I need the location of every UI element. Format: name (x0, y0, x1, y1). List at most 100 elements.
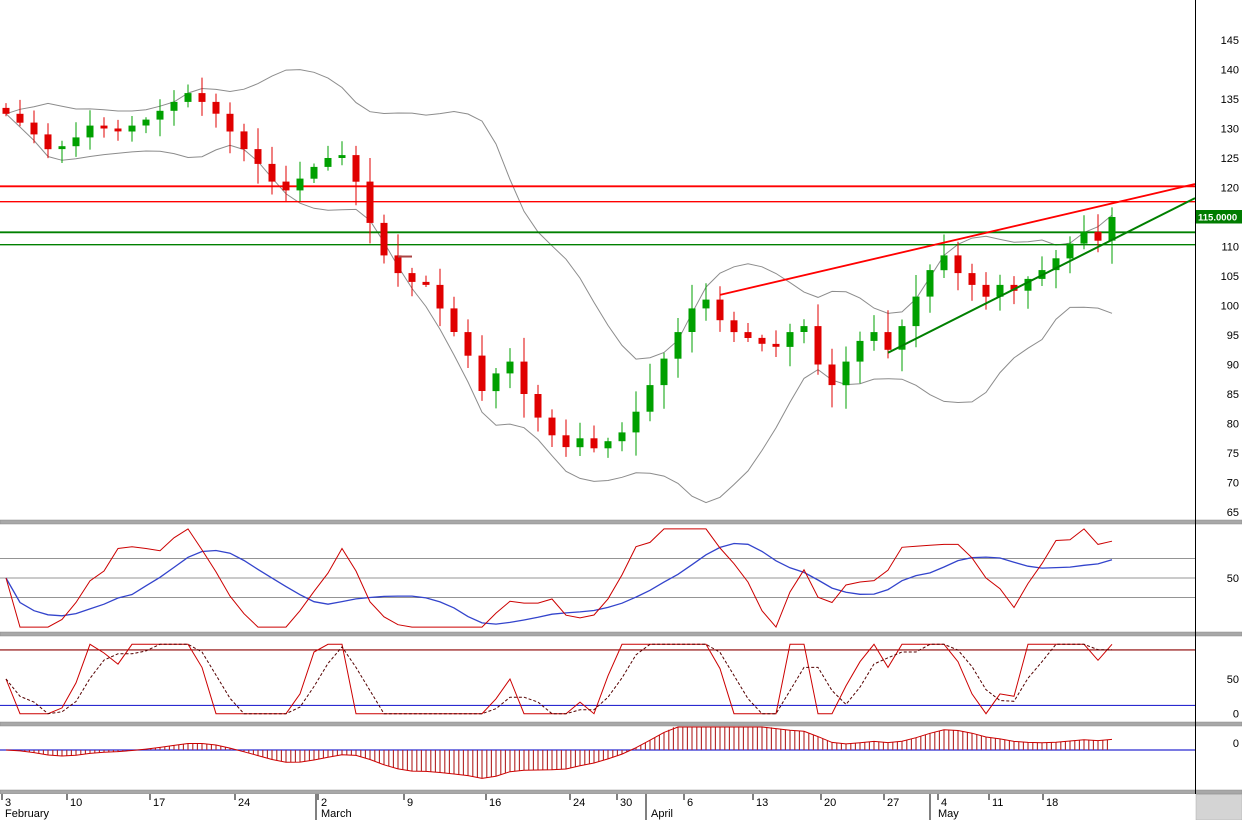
rsi-signal-line (5, 542, 1113, 625)
candle-down (730, 320, 738, 333)
candle-up (1066, 243, 1074, 259)
panel-splitter[interactable] (0, 789, 1242, 795)
price-axis-label: 85 (1227, 389, 1239, 401)
panel-splitter[interactable] (0, 519, 1242, 525)
candle-up (618, 432, 626, 442)
panel-splitter[interactable] (0, 721, 1242, 727)
week-tick-label: 2 (321, 797, 327, 809)
candle-up (800, 326, 808, 332)
stochastic-axis-label: 50 (1227, 674, 1239, 686)
macd-histogram-panel[interactable]: 0 (0, 726, 1239, 779)
candle-up (86, 125, 94, 138)
week-tick-label: 18 (1046, 797, 1058, 809)
candle-up (674, 332, 682, 359)
candle-down (884, 332, 892, 350)
week-tick-label: 4 (941, 797, 947, 809)
candle-up (170, 101, 178, 111)
candle-down (758, 337, 766, 344)
price-axis-label: 130 (1221, 124, 1239, 136)
candlesticks (2, 77, 1116, 458)
candle-down (366, 181, 374, 223)
price-axis-label: 70 (1227, 478, 1239, 490)
price-axis-label: 65 (1227, 507, 1239, 519)
candle-down (100, 125, 108, 129)
candle-down (716, 299, 724, 321)
candle-down (590, 438, 598, 449)
stochastic-indicator-panel[interactable]: 50 0 (0, 643, 1239, 721)
candle-down (450, 308, 458, 332)
candle-down (1010, 284, 1018, 291)
trendline[interactable] (887, 197, 1196, 354)
candle-up (1108, 217, 1116, 241)
candle-down (2, 107, 10, 114)
price-axis-label: 125 (1221, 153, 1239, 165)
week-tick-label: 20 (824, 797, 836, 809)
trendlines[interactable] (719, 183, 1196, 354)
candle-down (226, 113, 234, 132)
candle-up (310, 166, 318, 179)
candle-up (940, 255, 948, 271)
candle-down (30, 122, 38, 135)
candle-up (58, 146, 66, 150)
price-axis-label: 105 (1221, 271, 1239, 283)
candle-up (660, 358, 668, 386)
month-label: March (321, 808, 352, 820)
panel-splitter[interactable] (0, 631, 1242, 637)
candle-down (422, 281, 430, 285)
candle-up (646, 385, 654, 412)
stochastic-axis-label: 0 (1233, 709, 1239, 721)
date-axis-background (0, 794, 1196, 820)
bollinger-lower-band (5, 113, 1113, 504)
price-axis-label: 90 (1227, 360, 1239, 372)
trendline[interactable] (719, 183, 1196, 296)
month-label: April (651, 808, 673, 820)
candle-up (128, 125, 136, 132)
candle-up (142, 119, 150, 126)
candle-up (576, 438, 584, 448)
week-tick-label: 6 (687, 797, 693, 809)
price-axis-label: 145 (1221, 35, 1239, 47)
candle-up (1080, 231, 1088, 244)
candle-up (324, 158, 332, 167)
candle-up (632, 411, 640, 433)
date-axis[interactable]: 3 10 17 24 2 9 16 24 30 6 13 20 27 4 11 18 February March… (0, 794, 1196, 820)
candle-down (814, 326, 822, 365)
candle-down (408, 273, 416, 282)
panel-splitters[interactable] (0, 519, 1242, 795)
candle-down (240, 131, 248, 150)
week-tick-label: 16 (489, 797, 501, 809)
candle-up (506, 361, 514, 374)
candle-down (548, 417, 556, 436)
last-price-tag-bg (1196, 210, 1242, 224)
candle-down (464, 332, 472, 356)
candle-down (268, 163, 276, 182)
candle-up (72, 137, 80, 147)
candle-down (212, 101, 220, 114)
candle-up (492, 373, 500, 392)
candle-down (828, 364, 836, 386)
axis-corner (1195, 794, 1242, 820)
candle-up (926, 270, 934, 297)
candle-up (1024, 278, 1032, 291)
price-axis-label: 120 (1221, 183, 1239, 195)
candle-up (604, 441, 612, 449)
candle-down (254, 149, 262, 164)
week-tick-label: 9 (407, 797, 413, 809)
candle-up (996, 284, 1004, 297)
price-axis-label: 110 (1221, 242, 1239, 254)
candle-down (772, 343, 780, 347)
candle-down (982, 284, 990, 297)
last-price-tag: 115.0000 (1196, 210, 1242, 224)
price-axis-label: 135 (1221, 94, 1239, 106)
week-tick-label: 24 (573, 797, 585, 809)
candle-up (184, 93, 192, 102)
candle-down (954, 255, 962, 274)
candle-down (520, 361, 528, 394)
candle-down (534, 394, 542, 418)
support-resistance-lines[interactable] (0, 185, 1195, 246)
macd-axis-label: 0 (1233, 738, 1239, 750)
rsi-indicator-panel[interactable]: 50 (0, 528, 1239, 629)
